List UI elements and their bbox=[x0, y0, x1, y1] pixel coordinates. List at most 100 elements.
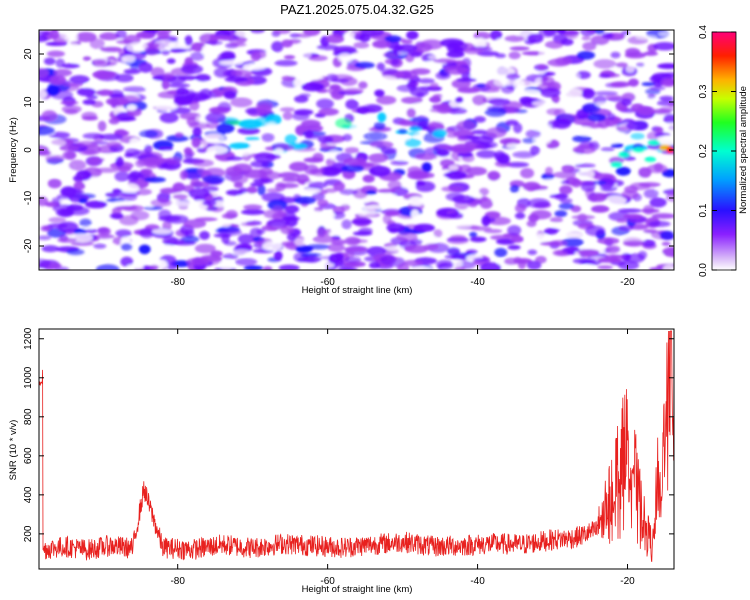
heatmap-cell bbox=[240, 221, 258, 227]
heatmap-cell bbox=[108, 118, 120, 125]
heatmap-cell bbox=[432, 129, 447, 138]
heatmap-cell bbox=[362, 205, 385, 210]
heatmap-cell bbox=[53, 69, 73, 77]
heatmap-cell bbox=[628, 78, 639, 87]
heatmap-cell bbox=[450, 234, 466, 240]
heatmap-cell bbox=[636, 62, 645, 67]
heatmap-cell bbox=[560, 38, 574, 46]
heatmap-cell bbox=[561, 164, 575, 173]
heatmap-cell bbox=[89, 38, 105, 50]
heatmap-cell bbox=[597, 265, 613, 270]
heatmap-cell bbox=[67, 258, 85, 264]
heatmap-cell bbox=[359, 33, 371, 43]
heatmap-cell bbox=[476, 83, 486, 88]
heatmap-cell bbox=[222, 253, 239, 260]
heatmap-cell bbox=[329, 231, 347, 236]
heatmap-cell bbox=[318, 108, 339, 116]
heatmap-cell bbox=[533, 123, 551, 132]
heatmap-cell bbox=[415, 153, 438, 161]
heatmap-cell bbox=[658, 31, 674, 37]
colorbar-tick-label: 0.1 bbox=[698, 203, 709, 217]
heatmap-cell bbox=[351, 218, 373, 225]
heatmap-cell bbox=[303, 188, 321, 194]
heatmap-cell bbox=[47, 172, 69, 177]
heatmap-cell bbox=[200, 30, 212, 35]
heatmap-cell bbox=[558, 202, 575, 210]
heatmap-cell bbox=[513, 192, 527, 198]
y-tick-label: 200 bbox=[23, 525, 34, 542]
heatmap-cell bbox=[479, 196, 489, 202]
heatmap-cell bbox=[45, 154, 65, 163]
heatmap-cell bbox=[114, 205, 138, 210]
heatmap-cell bbox=[451, 223, 472, 228]
heatmap-cell bbox=[616, 218, 629, 223]
heatmap-cell bbox=[580, 181, 597, 192]
heatmap-cell bbox=[190, 181, 210, 188]
heatmap-cell bbox=[480, 262, 502, 270]
heatmap-cell bbox=[380, 147, 397, 155]
heatmap-cell bbox=[522, 137, 537, 144]
heatmap-cell bbox=[595, 102, 612, 107]
heatmap-cell bbox=[549, 147, 569, 157]
heatmap-cell bbox=[659, 95, 674, 102]
heatmap-cell bbox=[655, 126, 664, 134]
heatmap-cell bbox=[159, 112, 179, 124]
y-tick-label: 600 bbox=[23, 447, 34, 464]
heatmap-cell bbox=[408, 196, 425, 206]
heatmap-peak bbox=[632, 147, 645, 153]
heatmap-cell bbox=[92, 69, 116, 80]
heatmap-cell bbox=[646, 163, 668, 174]
heatmap-cell bbox=[293, 77, 305, 88]
heatmap-cell bbox=[559, 198, 573, 204]
heatmap-cell bbox=[488, 98, 511, 106]
heatmap-cell bbox=[481, 215, 491, 227]
heatmap-cell bbox=[437, 145, 456, 150]
heatmap-cell bbox=[312, 235, 336, 244]
heatmap-cell bbox=[316, 226, 327, 238]
heatmap-cell bbox=[120, 243, 133, 251]
heatmap-cell bbox=[513, 122, 523, 134]
heatmap-cell bbox=[510, 235, 524, 243]
heatmap-cell bbox=[556, 30, 567, 34]
heatmap-cell bbox=[451, 143, 475, 154]
heatmap-cell bbox=[238, 119, 263, 129]
heatmap-cell bbox=[301, 48, 312, 59]
heatmap-cell bbox=[160, 245, 176, 251]
heatmap-cell bbox=[649, 75, 664, 83]
heatmap-cell bbox=[316, 44, 339, 51]
snr-y-label: SNR (10 * v/v) bbox=[8, 420, 19, 481]
heatmap-cell bbox=[433, 58, 457, 64]
heatmap-cell bbox=[594, 91, 618, 96]
heatmap-cell bbox=[620, 30, 631, 36]
heatmap-cell bbox=[376, 95, 397, 105]
heatmap-cell bbox=[454, 96, 464, 104]
heatmap-cell bbox=[494, 74, 511, 79]
heatmap-cell bbox=[317, 135, 334, 144]
heatmap-cell bbox=[41, 110, 58, 122]
heatmap-cell bbox=[90, 157, 105, 162]
heatmap-cell bbox=[625, 64, 635, 73]
y-tick-label: -10 bbox=[23, 190, 34, 205]
heatmap-cell bbox=[39, 235, 52, 241]
heatmap-cell bbox=[95, 89, 114, 96]
heatmap-cell bbox=[404, 138, 422, 147]
heatmap-cell bbox=[376, 62, 385, 71]
heatmap-cell bbox=[648, 220, 671, 227]
x-tick-label: -60 bbox=[320, 576, 335, 587]
heatmap-cell bbox=[241, 209, 265, 216]
heatmap-cell bbox=[144, 80, 165, 91]
heatmap-cell bbox=[144, 144, 153, 154]
x-tick-label: -40 bbox=[470, 277, 485, 288]
heatmap-cell bbox=[296, 33, 312, 38]
heatmap-cell bbox=[271, 41, 284, 53]
heatmap-cell bbox=[463, 47, 483, 55]
heatmap-cell bbox=[344, 256, 362, 263]
heatmap-cell bbox=[337, 52, 353, 63]
heatmap-cell bbox=[638, 167, 652, 178]
heatmap-cell bbox=[161, 79, 170, 90]
heatmap-cell bbox=[643, 188, 659, 199]
heatmap-cell bbox=[605, 195, 627, 206]
heatmap-cell bbox=[165, 214, 189, 224]
heatmap-cell bbox=[331, 211, 346, 220]
